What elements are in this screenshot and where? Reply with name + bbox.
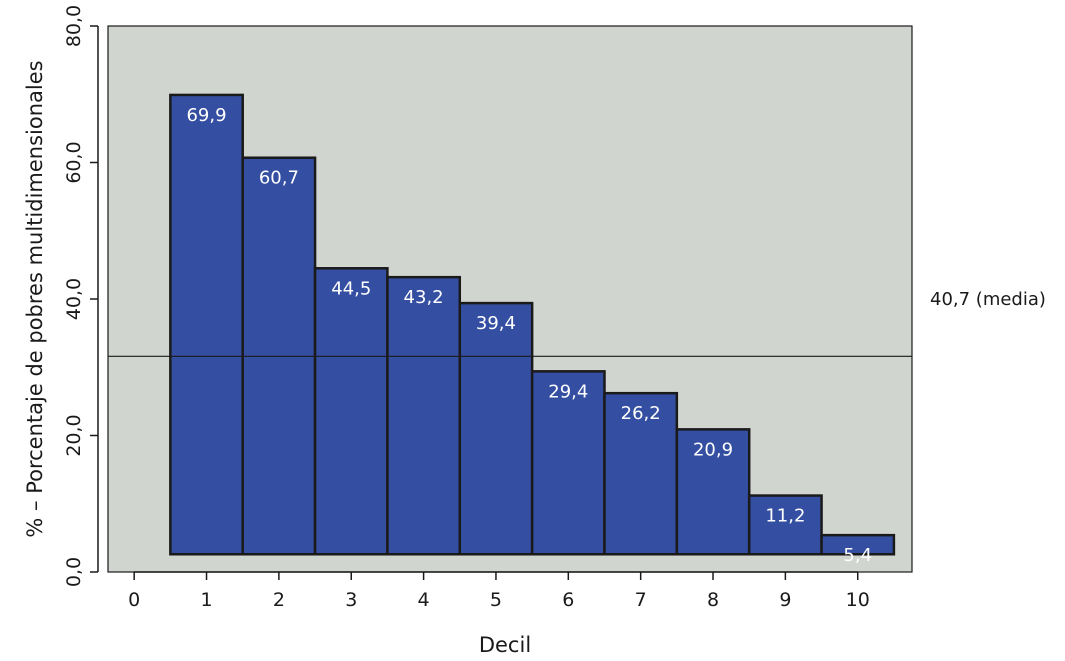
- y-tick-label-3: 60,0: [63, 141, 85, 183]
- y-tick-label-2: 40,0: [63, 278, 85, 320]
- x-tick-label-0: 0: [128, 589, 140, 611]
- x-tick-label-8: 8: [707, 589, 719, 611]
- x-tick-label-1: 1: [200, 589, 212, 611]
- bar-value-label-8: 20,9: [693, 439, 733, 460]
- bar-decil-3: [313, 267, 389, 556]
- bar-value-label-5: 39,4: [476, 313, 516, 334]
- bar-value-label-9: 11,2: [765, 506, 805, 527]
- mean-label: 40,7 (media): [930, 289, 1046, 310]
- bar-decil-9: [747, 494, 823, 556]
- x-tick-label-3: 3: [345, 589, 357, 611]
- axes-layer: 0,0 20,0 40,0 60,0 80,0 0 1 2 3 4 5 6 7 8 9 10: [63, 5, 870, 611]
- y-axis-title: % – Porcentaje de pobres multidimensiona…: [23, 60, 47, 537]
- bar-decil-8: [675, 428, 751, 556]
- bar-decil-5: [458, 301, 534, 556]
- x-tick-label-2: 2: [273, 589, 285, 611]
- bar-value-label-10: 5,4: [843, 545, 872, 566]
- y-tick-label-4: 80,0: [63, 5, 85, 47]
- bars-layer: 69,9 60,7 44,5 43,2 39,4 29,4 26,2 20,9 11,2 5,4: [169, 93, 896, 566]
- x-tick-label-4: 4: [418, 589, 430, 611]
- y-tick-label-0: 0,0: [63, 557, 85, 587]
- bar-decil-1: [169, 93, 244, 556]
- bar-value-label-4: 43,2: [404, 287, 444, 308]
- x-tick-label-5: 5: [490, 589, 502, 611]
- bar-decil-7: [603, 391, 679, 556]
- x-tick-label-9: 9: [779, 589, 791, 611]
- x-tick-label-6: 6: [562, 589, 574, 611]
- y-tick-label-1: 20,0: [63, 414, 85, 456]
- x-tick-label-10: 10: [846, 589, 870, 611]
- bar-value-label-3: 44,5: [331, 278, 371, 299]
- bar-value-label-1: 69,9: [186, 105, 226, 126]
- x-axis-title: Decil: [479, 633, 531, 657]
- x-tick-label-7: 7: [635, 589, 647, 611]
- bar-value-label-2: 60,7: [259, 168, 299, 189]
- bar-value-label-7: 26,2: [621, 403, 661, 424]
- bar-value-label-6: 29,4: [548, 381, 588, 402]
- bar-decil-10: [820, 533, 896, 556]
- bar-decil-4: [386, 275, 462, 556]
